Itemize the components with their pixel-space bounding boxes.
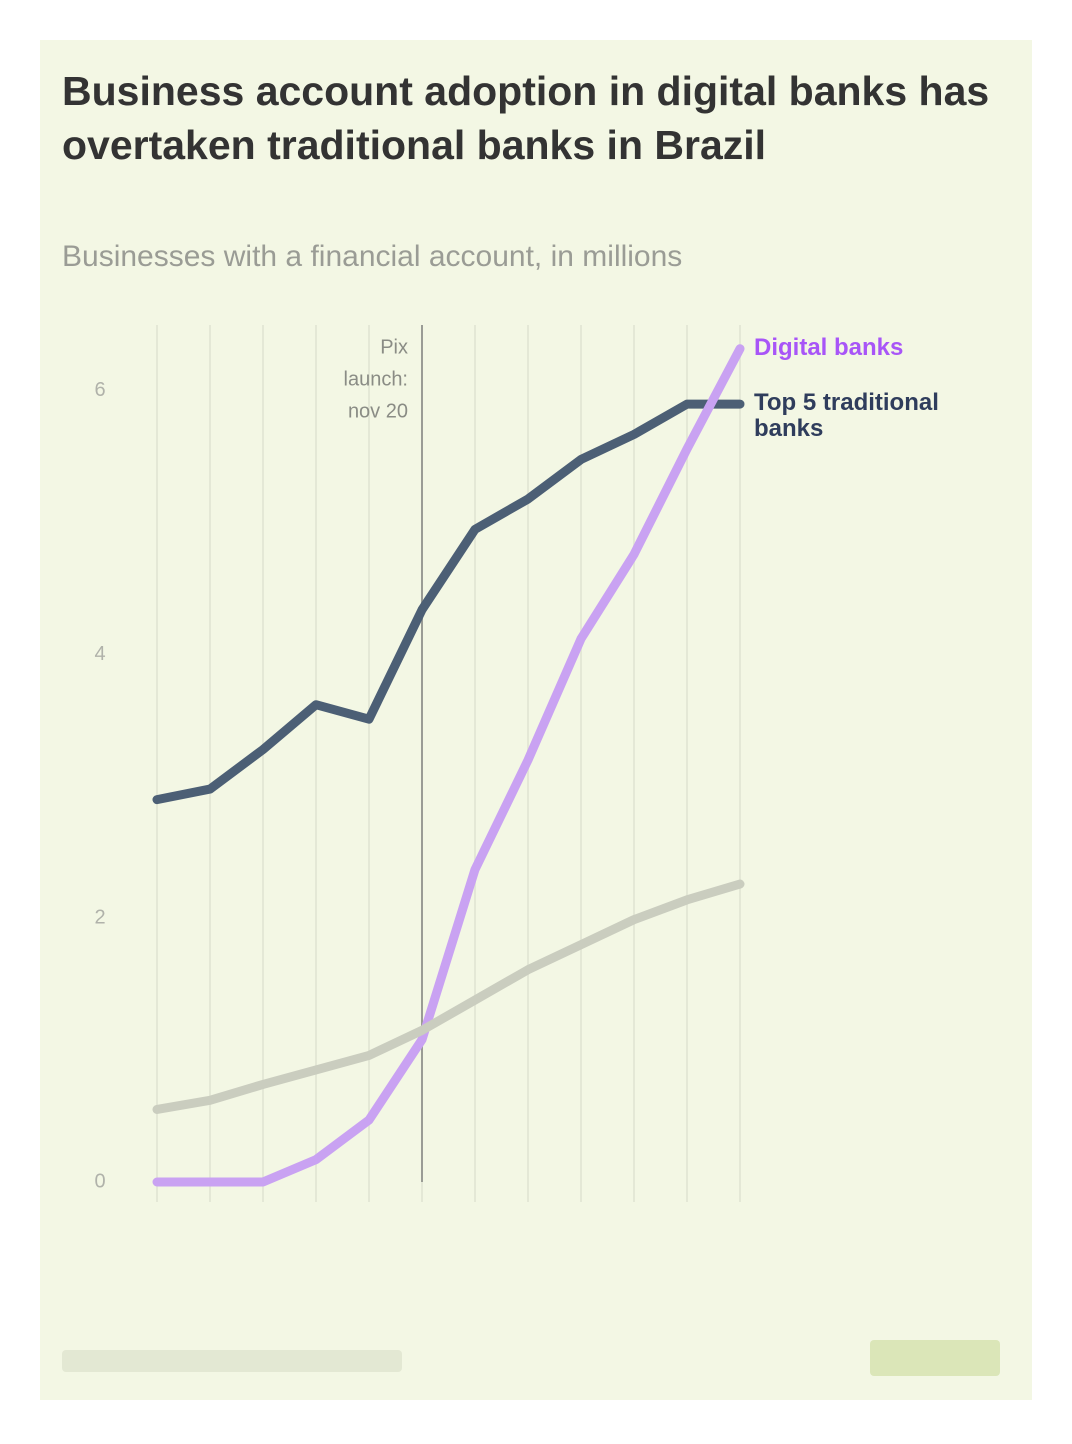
annotation-text: launch: xyxy=(344,368,409,390)
legend-label: Digital banks xyxy=(754,333,904,361)
y-tick-label: 4 xyxy=(94,643,105,665)
chart-subtitle: Businesses with a financial account, in … xyxy=(62,240,683,273)
button[interactable] xyxy=(870,1340,1000,1376)
annotation-text: Pix xyxy=(380,336,408,358)
legend-label: Top 5 traditional banks xyxy=(754,389,939,443)
card: Business account adoption in digital ban… xyxy=(40,40,1032,1400)
y-tick-label: 0 xyxy=(94,1170,105,1192)
annotation-text: nov 20 xyxy=(348,400,408,422)
y-tick-label: 6 xyxy=(94,379,105,401)
source-note xyxy=(62,1350,402,1372)
series-line xyxy=(152,399,745,805)
series-line xyxy=(152,344,745,1187)
y-tick-label: 2 xyxy=(94,907,105,929)
chart-title: Business account adoption in digital ban… xyxy=(62,68,990,168)
series-line xyxy=(152,879,745,1114)
